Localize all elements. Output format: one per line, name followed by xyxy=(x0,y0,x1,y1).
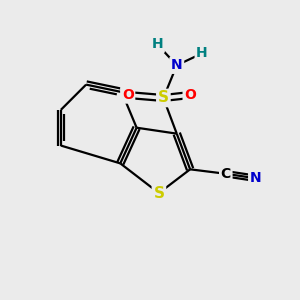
Text: S: S xyxy=(158,91,169,106)
Text: H: H xyxy=(196,46,208,60)
Text: H: H xyxy=(152,38,163,52)
Text: O: O xyxy=(184,88,196,102)
Text: N: N xyxy=(171,58,183,72)
Text: C: C xyxy=(221,167,231,181)
Text: S: S xyxy=(153,186,164,201)
Text: O: O xyxy=(122,88,134,102)
Text: N: N xyxy=(250,171,261,185)
